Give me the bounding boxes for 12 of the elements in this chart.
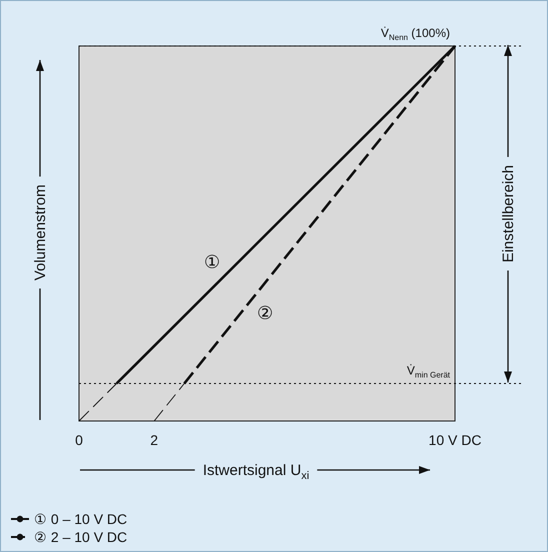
x-axis-title: Istwertsignal U$_{xi}$ [202, 462, 310, 482]
text: Einstellbereich [500, 164, 516, 263]
x-tick-label: 2 [150, 432, 158, 448]
annotation: ① [204, 252, 220, 272]
ref-line-label: V̇$_{Nenn}$ (100%) [380, 26, 450, 42]
annotation: ② [257, 303, 273, 323]
x-tick-label: 0 [75, 432, 84, 448]
x-tick-label: 10 V DC [428, 432, 482, 448]
legend-label: ① 0 – 10 V DC [34, 511, 128, 527]
y-axis-title: Volumenstrom [32, 184, 48, 280]
legend-label: ② 2 – 10 V DC [34, 529, 128, 545]
ref-line-label: V̇$_{min Gerät}$ [406, 364, 451, 380]
